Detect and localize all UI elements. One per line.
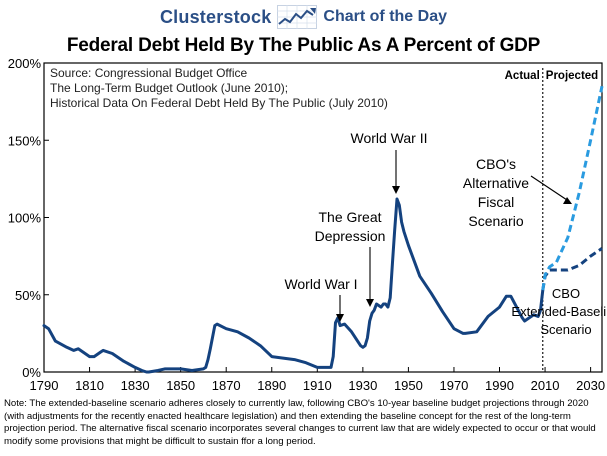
y-tick-label: 0%	[22, 365, 41, 380]
source-line: Source: Congressional Budget Office	[50, 66, 248, 80]
x-tick-label: 1910	[303, 378, 332, 393]
arrowhead-great-depression	[366, 299, 374, 307]
arrowhead-world-war-2	[392, 186, 400, 194]
x-tick-label: 2010	[531, 378, 560, 393]
y-tick-label: 150%	[8, 133, 42, 148]
x-tick-label: 1790	[30, 378, 59, 393]
brand-header: Clusterstock Chart of the Day	[0, 0, 607, 34]
alternative-scenario-line	[541, 85, 604, 291]
debt-chart: Source: Congressional Budget Office The …	[8, 56, 607, 393]
x-tick-label: 1830	[121, 378, 150, 393]
source-line: The Long-Term Budget Outlook (June 2010)…	[50, 81, 288, 95]
section-title: Chart of the Day	[323, 8, 447, 25]
y-tick-label: 200%	[8, 56, 42, 71]
extended-baseline-line	[541, 247, 603, 291]
projected-label: Projected	[546, 70, 598, 82]
svg-text:Fiscal: Fiscal	[478, 194, 515, 210]
alternative-scenario-label: CBO's Alternative Fiscal Scenario	[463, 156, 529, 229]
annotation-great-depression-line2: Depression	[315, 228, 386, 244]
actual-label: Actual	[505, 70, 540, 82]
annotation-great-depression-line1: The Great	[318, 209, 381, 225]
x-tick-label: 1970	[439, 378, 468, 393]
y-tick-label: 100%	[8, 211, 42, 226]
x-tick-label: 1890	[257, 378, 286, 393]
x-tick-label: 1850	[166, 378, 195, 393]
arrowhead-world-war-1	[336, 314, 344, 322]
x-tick-label: 1870	[212, 378, 241, 393]
extended-baseline-label: CBO Extended-Baseline Scenario	[511, 286, 607, 337]
svg-text:CBO's: CBO's	[476, 156, 516, 172]
annotation-world-war-1: World War I	[284, 276, 357, 292]
chart-title: Federal Debt Held By The Public As A Per…	[66, 35, 541, 56]
x-tick-label: 1990	[485, 378, 514, 393]
historical-debt-line	[42, 197, 545, 374]
svg-text:Scenario: Scenario	[468, 213, 523, 229]
svg-text:CBO: CBO	[552, 286, 580, 301]
arrow-alternative-scenario	[530, 175, 568, 201]
x-tick-label: 1810	[75, 378, 104, 393]
site-name: Clusterstock	[159, 6, 272, 27]
svg-text:Alternative: Alternative	[463, 175, 529, 191]
x-tick-label: 1950	[394, 378, 423, 393]
source-line: Historical Data On Federal Debt Held By …	[50, 96, 388, 110]
arrowhead-alternative-scenario	[563, 197, 572, 204]
y-tick-label: 50%	[15, 288, 41, 303]
x-tick-label: 2030	[576, 378, 605, 393]
annotation-world-war-2: World War II	[350, 130, 427, 146]
svg-text:Extended-Baseline: Extended-Baseline	[511, 304, 607, 319]
x-tick-label: 1930	[348, 378, 377, 393]
footnote: Note: The extended-baseline scenario adh…	[4, 398, 596, 447]
rising-line-chart-icon	[277, 5, 318, 29]
svg-text:Scenario: Scenario	[540, 322, 591, 337]
